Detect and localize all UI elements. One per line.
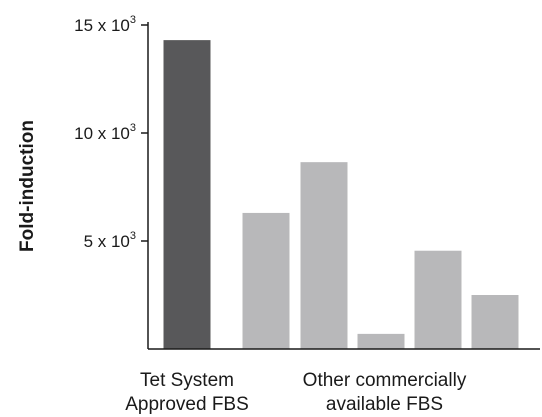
bar-3 [300,162,348,349]
y-tick-mantissa: 5 x 10 [84,232,130,251]
bar-6 [471,295,519,349]
bars [163,40,519,350]
group-labels: Tet System Approved FBS Other commercially… [125,370,467,415]
y-tick-exponent: 3 [130,122,136,134]
group-label-1-line-2: Approved FBS [125,394,249,415]
y-tick-label-2: 10 x 103 [74,122,136,143]
y-tick-exponent: 3 [130,14,136,26]
y-axis-title: Fold-induction [17,120,38,252]
y-tick-label-1: 5 x 103 [84,230,136,251]
group-label-2-line-1: Other commercially [303,370,467,391]
bar-2 [242,212,290,349]
group-label-1-line-1: Tet System [140,370,234,391]
y-tick-label-3: 15 x 103 [74,14,136,35]
bar-1 [163,40,211,350]
group-label-2-line-2: available FBS [326,394,443,415]
bar-5 [414,250,462,349]
y-tick-mantissa: 10 x 10 [74,124,130,143]
bar-4 [357,333,405,349]
y-tick-mantissa: 15 x 10 [74,16,130,35]
y-tick-exponent: 3 [130,230,136,242]
axes [147,22,540,350]
